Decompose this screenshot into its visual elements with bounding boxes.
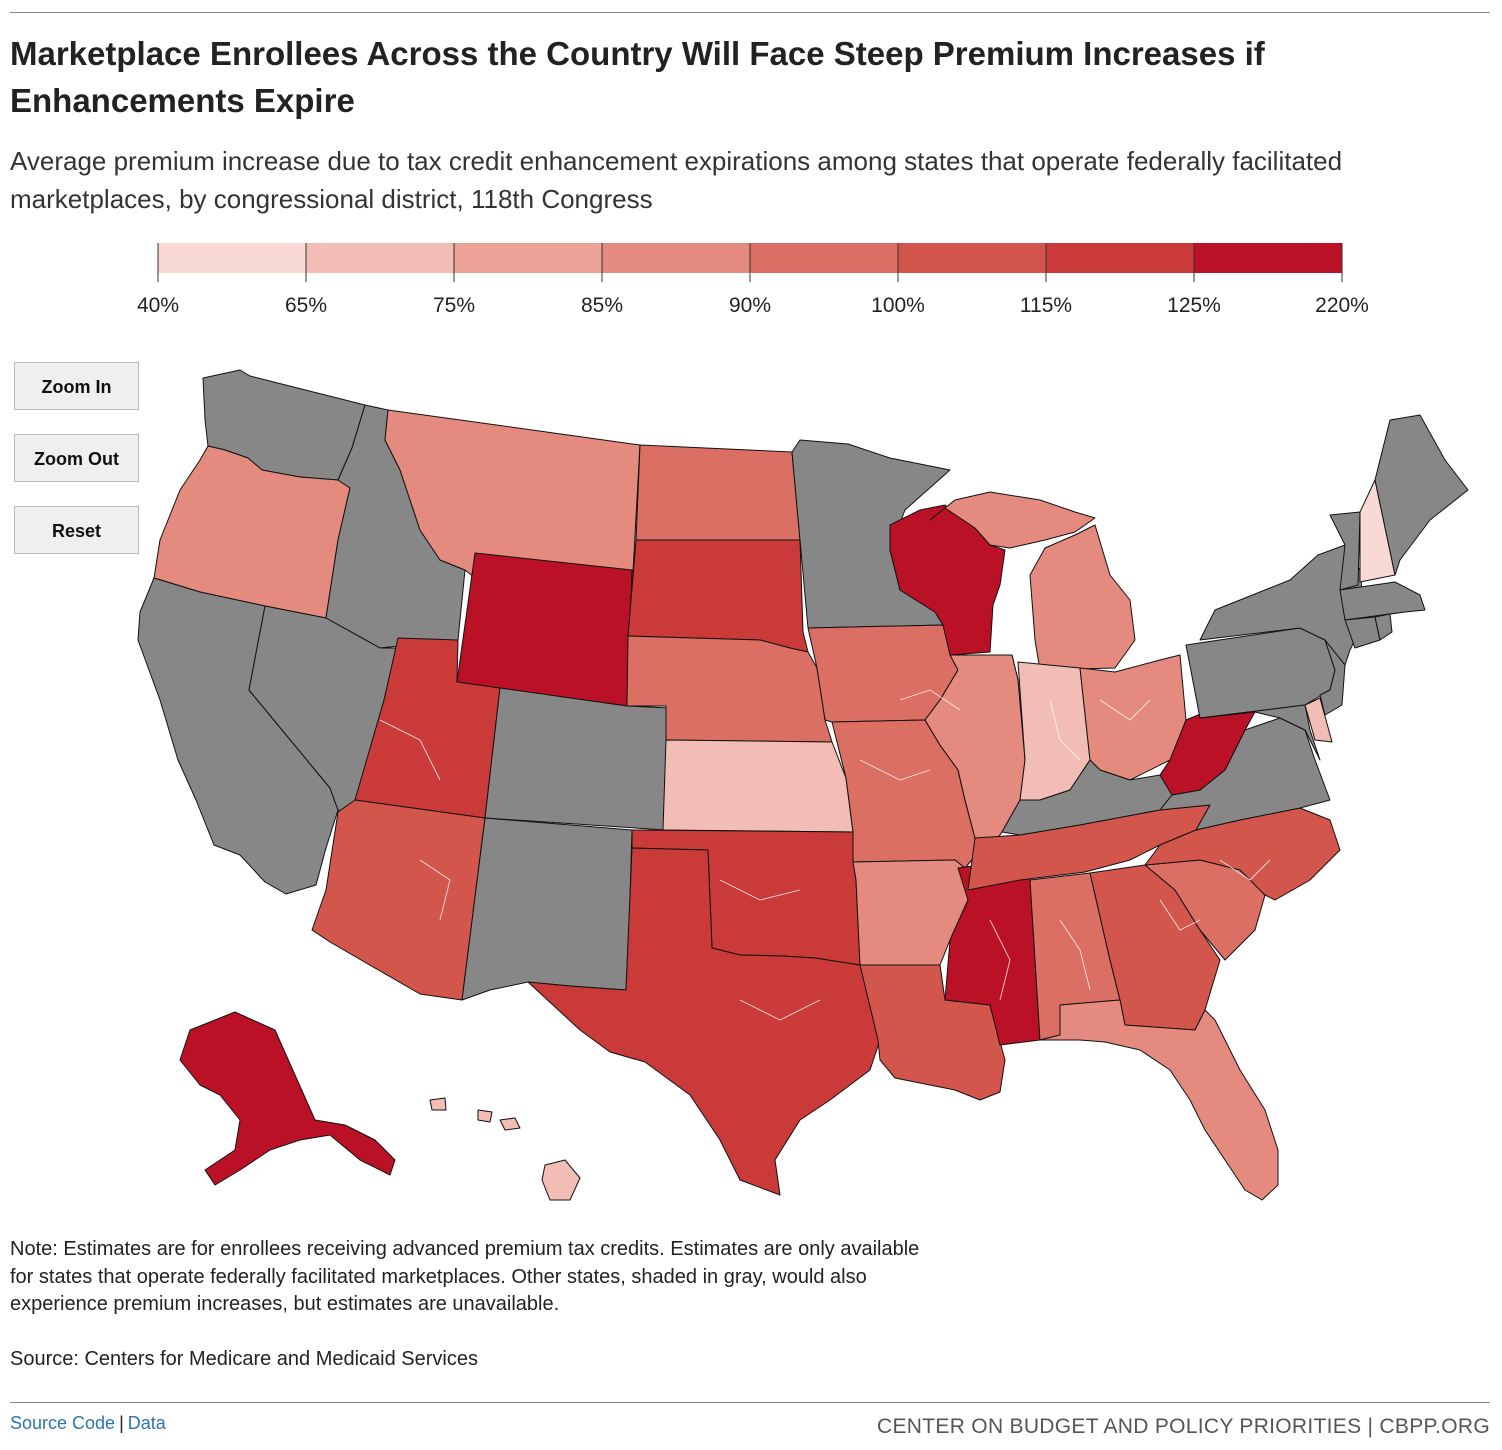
state-co[interactable] xyxy=(484,687,671,831)
chart-title: Marketplace Enrollees Across the Country… xyxy=(10,35,1265,119)
district-boundary xyxy=(1049,699,1081,761)
chart-note: Note: Estimates are for enrollees receiv… xyxy=(10,1238,920,1315)
state-nd[interactable] xyxy=(635,444,801,541)
map-canvas[interactable] xyxy=(0,360,1502,1220)
district-boundary xyxy=(379,719,441,781)
legend-tick-label: 115% xyxy=(1020,294,1072,317)
color-legend: 40% 65% 75% 85% 90% 100% 115% 125% 220% xyxy=(137,240,1388,320)
chart-source: Source: Centers for Medicare and Medicai… xyxy=(10,1348,478,1370)
state-me[interactable] xyxy=(1374,414,1469,576)
district-boundary xyxy=(719,879,801,901)
legend-swatch-6 xyxy=(1046,243,1194,273)
legend-tick-label: 125% xyxy=(1167,294,1221,317)
district-boundary xyxy=(1059,919,1091,991)
legend-swatch-0 xyxy=(158,243,306,273)
district-boundary xyxy=(859,759,931,781)
us-choropleth-map[interactable] xyxy=(0,360,1502,1220)
bottom-rule xyxy=(10,1402,1490,1403)
footer-links: Source Code | Data xyxy=(10,1413,166,1434)
legend-swatch-7 xyxy=(1194,243,1342,273)
legend-tick-label: 100% xyxy=(871,294,925,317)
state-de[interactable] xyxy=(1304,697,1333,743)
reset-button[interactable]: Reset xyxy=(14,506,139,554)
legend-tick-label: 85% xyxy=(581,294,623,317)
state-mi[interactable] xyxy=(1029,524,1136,671)
chart-subtitle: Average premium increase due to tax cred… xyxy=(10,146,1343,214)
state-mi-upper-peninsula[interactable] xyxy=(929,491,1096,549)
state-nm[interactable] xyxy=(461,817,633,1001)
legend-tick-label: 65% xyxy=(285,294,327,317)
district-boundary xyxy=(419,859,451,921)
district-boundary xyxy=(1219,859,1271,881)
district-boundary xyxy=(899,689,961,711)
zoom-out-button[interactable]: Zoom Out xyxy=(14,434,139,482)
district-boundary xyxy=(1099,699,1151,721)
zoom-in-button[interactable]: Zoom In xyxy=(14,362,139,410)
state-vt[interactable] xyxy=(1329,511,1361,591)
state-tx[interactable] xyxy=(527,847,881,1196)
legend-scale: 40% 65% 75% 85% 90% 100% 115% 125% 220% xyxy=(137,243,1369,317)
legend-tick-label: 40% xyxy=(137,294,179,317)
district-boundary xyxy=(989,919,1011,1001)
legend-swatch-2 xyxy=(454,243,602,273)
legend-swatch-3 xyxy=(602,243,750,273)
state-ri[interactable] xyxy=(1374,613,1393,641)
legend-swatch-1 xyxy=(306,243,454,273)
state-az[interactable] xyxy=(311,799,486,1001)
footer-separator: | xyxy=(119,1413,124,1433)
legend-tick-label: 75% xyxy=(433,294,475,317)
district-boundary xyxy=(739,999,821,1021)
state-sd[interactable] xyxy=(627,539,809,653)
legend-tick-label: 220% xyxy=(1315,294,1369,317)
state-hi[interactable] xyxy=(429,1097,581,1201)
org-credit: CENTER ON BUDGET AND POLICY PRIORITIES |… xyxy=(877,1415,1490,1438)
state-wy[interactable] xyxy=(456,552,633,707)
source-code-link[interactable]: Source Code xyxy=(10,1413,116,1433)
legend-swatch-5 xyxy=(898,243,1046,273)
state-mt[interactable] xyxy=(384,409,641,591)
legend-tick-label: 90% xyxy=(729,294,771,317)
data-link[interactable]: Data xyxy=(127,1413,166,1433)
state-fl[interactable] xyxy=(1039,999,1279,1201)
state-nj[interactable] xyxy=(1319,639,1346,716)
district-boundary xyxy=(1159,899,1201,931)
legend-swatch-4 xyxy=(750,243,898,273)
state-ks[interactable] xyxy=(662,739,854,833)
state-ak[interactable] xyxy=(179,1011,396,1186)
top-rule xyxy=(10,12,1490,13)
state-ma[interactable] xyxy=(1339,581,1426,621)
